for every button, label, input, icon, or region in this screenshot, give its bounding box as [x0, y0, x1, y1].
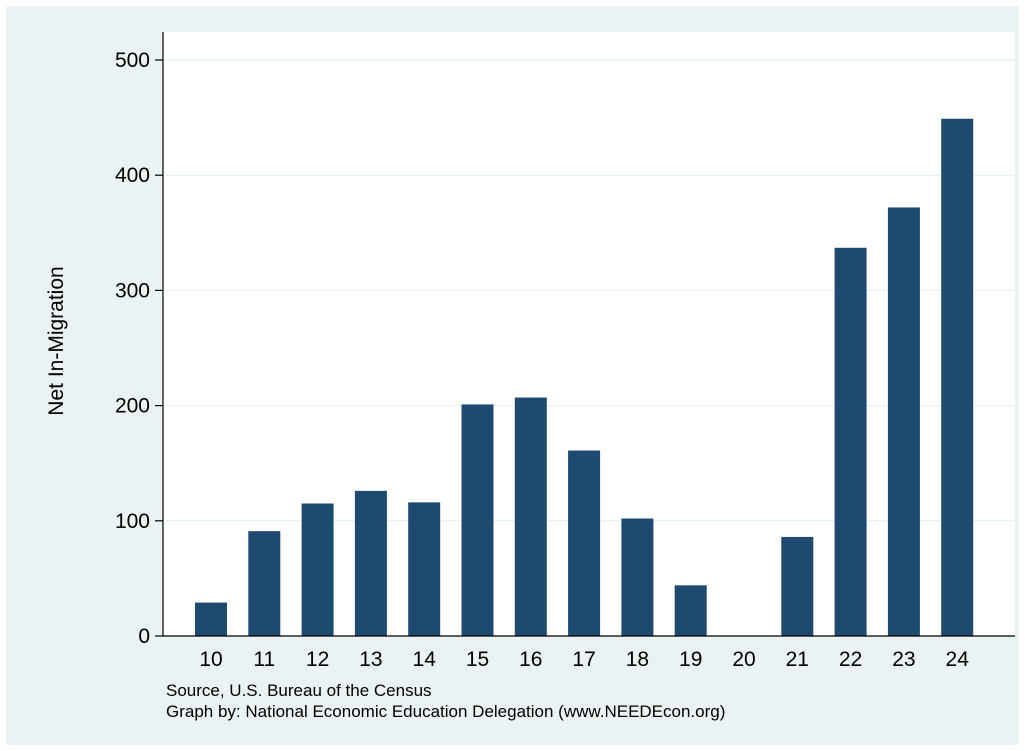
axes: [155, 32, 1015, 637]
x-tick-label: 20: [732, 648, 755, 671]
bar-17: [568, 450, 601, 636]
bar-22: [834, 247, 867, 636]
x-tick-label: 24: [946, 648, 970, 671]
x-tick-label: 14: [413, 648, 437, 671]
x-tick-label: 17: [572, 648, 595, 671]
x-tick-label: 10: [199, 648, 222, 671]
x-tick-label: 23: [892, 648, 915, 671]
y-tick-label: 300: [115, 279, 150, 302]
x-tick-label: 12: [306, 648, 329, 671]
x-tick-label: 18: [626, 648, 649, 671]
y-tick-label: 400: [115, 164, 150, 187]
source-note: Source, U.S. Bureau of the Census: [166, 681, 432, 700]
bar-15: [461, 404, 494, 636]
x-tick-label: 22: [839, 648, 862, 671]
bar-16: [514, 397, 547, 636]
bar-10: [195, 602, 227, 636]
y-axis-label: Net In-Migration: [45, 266, 68, 415]
y-tick-labels: 0 100 200 300 400 500: [115, 49, 150, 648]
bar-24: [941, 118, 974, 636]
x-tick-label: 13: [359, 648, 382, 671]
bar-19: [674, 585, 707, 636]
x-tick-label: 21: [786, 648, 809, 671]
bar-21: [781, 536, 814, 636]
bar-11: [248, 531, 281, 636]
bar-23: [887, 207, 920, 636]
credit-note: Graph by: National Economic Education De…: [166, 702, 726, 721]
y-tick-label: 100: [115, 510, 150, 533]
y-tick-label: 0: [138, 625, 150, 648]
bar-13: [354, 490, 387, 636]
x-tick-label: 11: [253, 648, 275, 671]
bar-12: [301, 503, 334, 636]
bars: [195, 118, 974, 636]
y-tick-label: 500: [115, 49, 150, 72]
chart-frame: 0 100 200 300 400 500 10 11 12 13 14 15 16 17 18 19 20 2…: [6, 6, 1019, 745]
bar-chart: 0 100 200 300 400 500 10 11 12 13 14 15 16 17 18 19 20 2…: [45, 32, 1015, 671]
x-tick-label: 15: [466, 648, 489, 671]
y-tick-label: 200: [115, 395, 150, 418]
x-tick-label: 16: [519, 648, 542, 671]
bar-18: [621, 518, 654, 636]
bar-14: [408, 502, 441, 636]
x-tick-labels: 10 11 12 13 14 15 16 17 18 19 20 21 22 23 24: [199, 648, 969, 671]
x-tick-label: 19: [679, 648, 702, 671]
